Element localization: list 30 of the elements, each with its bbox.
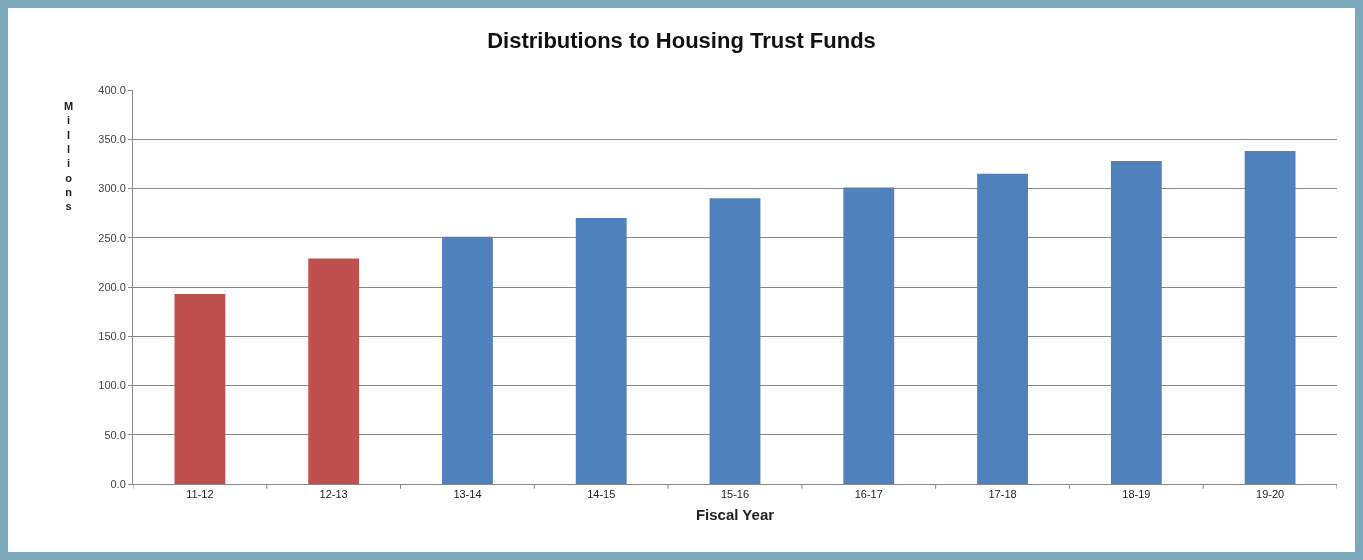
x-tick-label: 18-19 (1122, 488, 1151, 501)
x-tick-label: 16-17 (854, 488, 883, 501)
chart-title: Distributions to Housing Trust Funds (487, 27, 876, 53)
y-tick-label: 150.0 (98, 330, 126, 343)
x-tick-label: 15-16 (720, 488, 750, 501)
bar (308, 258, 360, 484)
x-tick-label: 17-18 (988, 488, 1017, 501)
bar (1244, 151, 1296, 484)
bar (174, 293, 226, 484)
bar (575, 218, 627, 484)
x-tick-label: 14-15 (587, 488, 616, 501)
y-tick-label: 200.0 (98, 280, 126, 293)
bar (843, 187, 895, 484)
y-tick-label: 350.0 (98, 133, 126, 146)
bar (709, 198, 761, 484)
x-tick-label: 13-14 (453, 488, 482, 501)
x-tick-label: 19-20 (1256, 488, 1285, 501)
bar (442, 236, 493, 484)
x-tick-label: 11-12 (186, 488, 214, 501)
y-tick-label: 250.0 (98, 231, 126, 244)
y-tick-label: 0.0 (110, 477, 126, 490)
x-tick-label: 12-13 (319, 488, 348, 501)
y-axis-title: Millions (64, 100, 74, 213)
x-axis-title: Fiscal Year (695, 506, 775, 524)
y-tick-label: 400.0 (98, 83, 126, 96)
bar (1110, 160, 1162, 484)
y-tick-label: 100.0 (98, 379, 126, 392)
bar (977, 173, 1028, 484)
y-tick-label: 300.0 (98, 182, 126, 195)
y-tick-label: 50.0 (104, 428, 126, 441)
